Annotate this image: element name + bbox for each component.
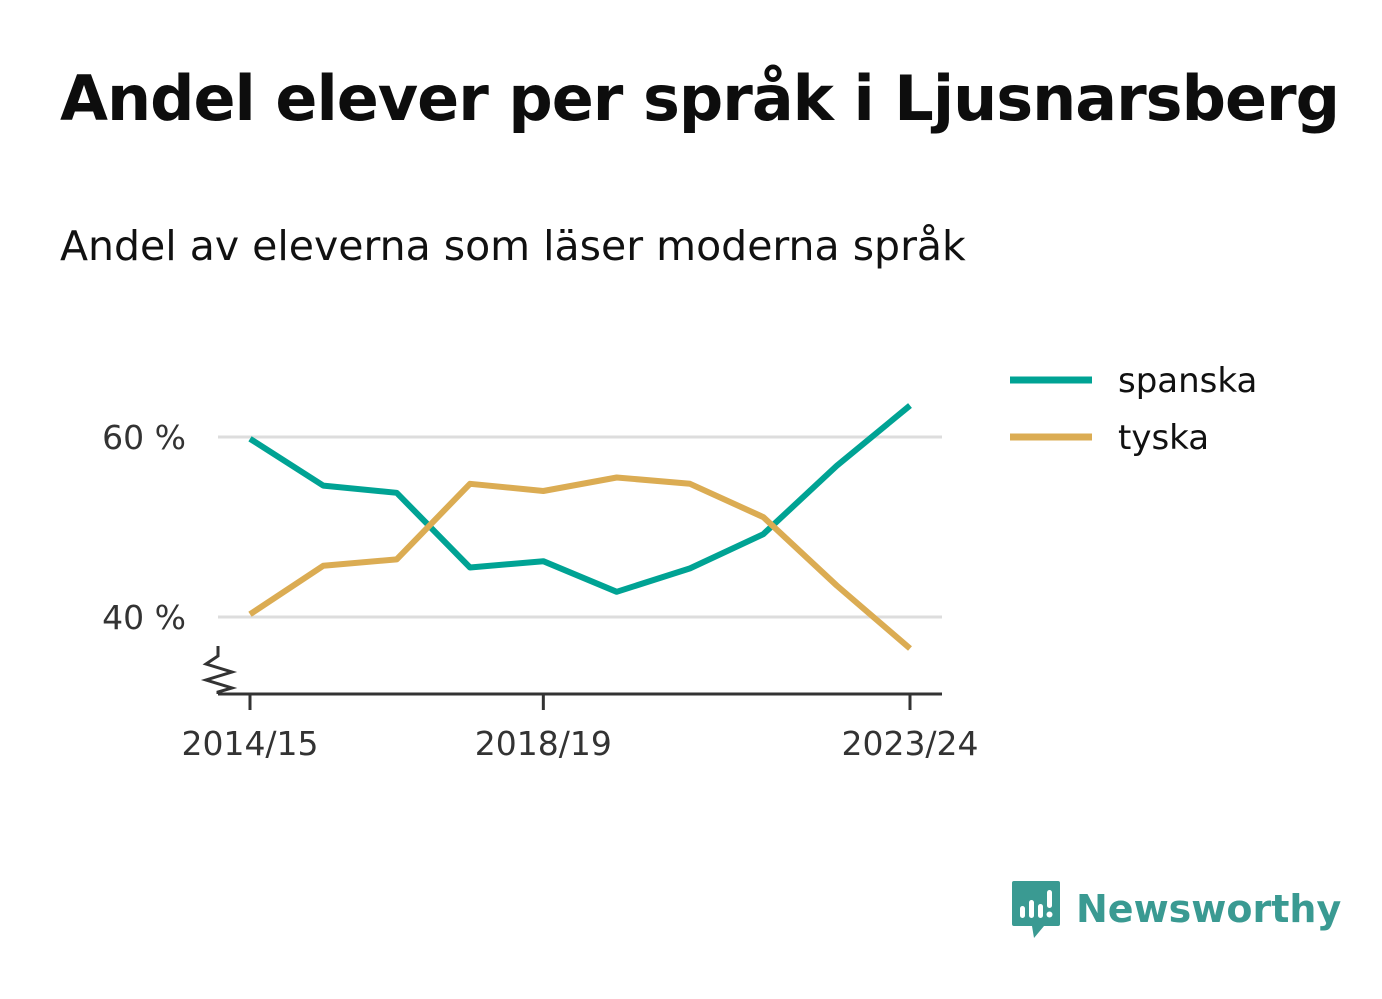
x-tick-label: 2014/15	[181, 724, 318, 763]
series-line-tyska	[248, 474, 912, 651]
y-tick-label: 60 %	[102, 418, 186, 457]
newsworthy-logo-icon	[1012, 881, 1060, 938]
y-tick-label: 40 %	[102, 598, 186, 637]
grid-lines	[218, 435, 942, 619]
legend-label-tyska: tyska	[1118, 418, 1209, 458]
brand-name: Newsworthy	[1076, 887, 1342, 931]
series-lines	[248, 403, 912, 651]
chart-subtitle: Andel av eleverna som läser moderna språ…	[60, 222, 966, 270]
chart-title: Andel elever per språk i Ljusnarsberg	[60, 62, 1340, 135]
x-tick-label: 2018/19	[475, 724, 612, 763]
legend-label-spanska: spanska	[1118, 361, 1257, 401]
legend: spanska tyska	[1010, 361, 1257, 458]
x-tick-label: 2023/24	[841, 724, 978, 763]
axes: 40 % 60 % 2014/15 2018/19 2023/24	[102, 418, 978, 763]
brand-logo: Newsworthy	[1010, 878, 1341, 940]
series-line-spanska	[248, 403, 912, 595]
axis-break-icon	[200, 646, 238, 694]
